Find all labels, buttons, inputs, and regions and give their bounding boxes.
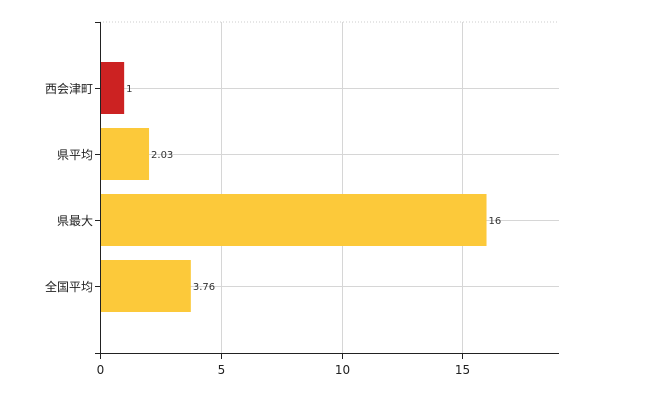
data-label-0: 1 — [126, 84, 132, 95]
category-label-2: 県最大 — [57, 214, 93, 228]
x-tick-label-2: 10 — [335, 363, 350, 377]
data-label-3: 3.76 — [193, 282, 215, 293]
x-tick-label-0: 0 — [97, 363, 105, 377]
x-tick-label-3: 15 — [455, 363, 470, 377]
bar-1 — [101, 128, 150, 180]
category-label-0: 西会津町 — [45, 82, 93, 96]
bar-0 — [101, 62, 125, 114]
bar-3 — [101, 260, 191, 312]
category-label-1: 県平均 — [57, 148, 93, 162]
data-label-1: 2.03 — [151, 150, 173, 161]
data-label-2: 16 — [489, 216, 502, 227]
x-tick-label-1: 5 — [218, 363, 226, 377]
bars — [101, 62, 487, 312]
bar-2 — [101, 194, 487, 246]
axes — [95, 22, 559, 359]
category-label-3: 全国平均 — [45, 279, 93, 294]
